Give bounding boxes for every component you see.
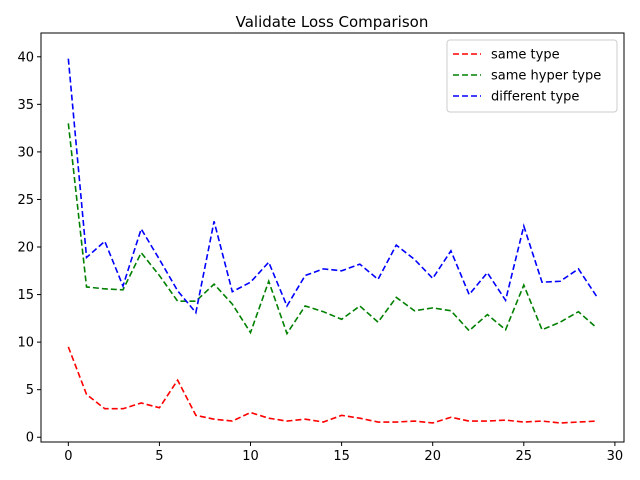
series-line-same-hyper-type [67,123,598,336]
legend-label: different type [491,90,579,105]
y-tick-label: 5 [26,383,34,398]
y-tick-label: 40 [17,50,34,65]
x-tick-label: 0 [64,449,72,464]
y-tick-label: 25 [17,193,34,208]
x-tick-label: 5 [155,449,163,464]
x-axis: 0 5 10 15 20 25 30 [64,442,623,464]
y-tick-label: 20 [17,241,34,256]
y-tick-label: 30 [17,145,34,160]
chart-title: Validate Loss Comparison [236,13,429,31]
x-tick-label: 20 [424,449,441,464]
x-tick-label: 15 [333,449,350,464]
plot-frame [40,32,625,443]
x-tick-label: 30 [607,449,624,464]
y-tick-label: 10 [17,336,34,351]
x-tick-label: 25 [516,449,533,464]
series-layer [67,58,598,424]
x-tick-label: 10 [242,449,259,464]
series-line-same-type [67,346,597,424]
legend: same type same hyper type different type [446,39,618,113]
y-axis: 0 5 10 15 20 25 30 35 40 [17,50,41,446]
y-tick-label: 15 [17,288,34,303]
series-line-different-type [67,58,598,315]
y-tick-label: 35 [17,98,34,113]
legend-box [446,39,618,113]
y-tick-label: 0 [26,431,34,446]
legend-label: same hyper type [491,69,601,84]
legend-label: same type [491,48,560,63]
